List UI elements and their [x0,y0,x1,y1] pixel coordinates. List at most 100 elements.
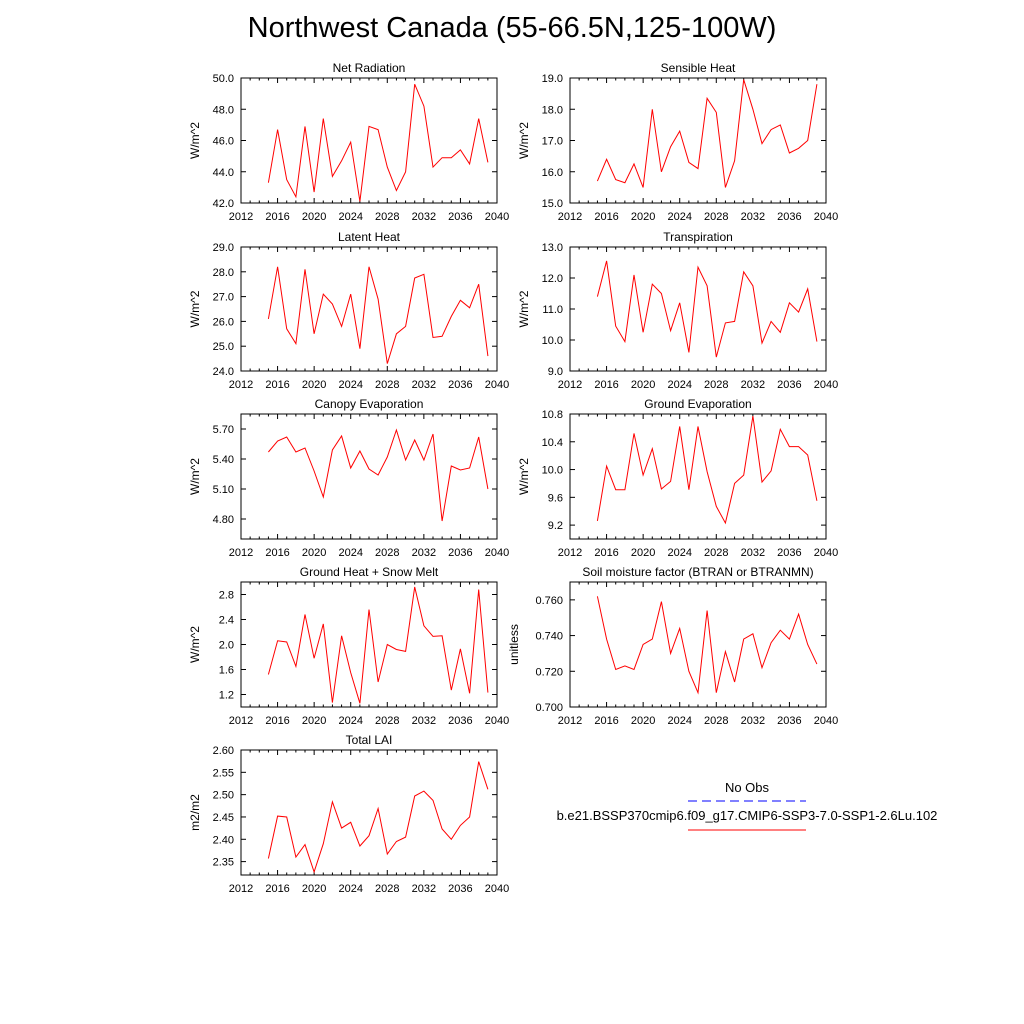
y-axis-label: W/m^2 [188,626,202,663]
x-tick-label: 2028 [375,547,399,559]
y-tick-label: 28.0 [213,267,234,279]
series-line [596,416,818,525]
x-tick-label: 2024 [667,547,691,559]
y-tick-label: 1.6 [219,665,234,677]
x-tick-label: 2040 [485,379,509,391]
y-axis-label: W/m^2 [517,122,531,159]
x-tick-label: 2012 [229,883,253,895]
y-tick-label: 27.0 [213,292,234,304]
y-tick-label: 0.760 [535,595,563,607]
x-tick-label: 2028 [704,547,728,559]
y-tick-label: 26.0 [213,316,234,328]
y-tick-label: 19.0 [542,73,563,85]
y-tick-label: 16.0 [542,167,563,179]
x-tick-label: 2012 [229,379,253,391]
x-tick-label: 2020 [302,715,326,727]
y-tick-label: 2.4 [219,615,234,627]
y-tick-label: 1.2 [219,690,234,702]
y-tick-label: 2.8 [219,590,234,602]
x-tick-label: 2024 [338,883,362,895]
series-line [596,260,818,358]
x-tick-label: 2036 [777,211,801,223]
x-tick-label: 2032 [741,547,765,559]
x-tick-label: 2040 [814,715,838,727]
x-tick-label: 2032 [741,379,765,391]
x-tick-label: 2020 [302,211,326,223]
y-tick-label: 9.2 [548,520,563,532]
plot-frame [569,413,827,540]
x-tick-label: 2016 [265,379,289,391]
y-tick-label: 2.0 [219,640,234,652]
plot-frame [240,413,498,540]
x-tick-label: 2028 [375,883,399,895]
x-tick-label: 2012 [558,547,582,559]
y-tick-label: 2.50 [213,790,234,802]
y-tick-label: 10.0 [542,335,563,347]
x-tick-label: 2036 [448,883,472,895]
x-tick-label: 2036 [448,211,472,223]
x-tick-label: 2028 [704,715,728,727]
x-tick-label: 2024 [667,715,691,727]
x-tick-label: 2040 [814,211,838,223]
page-title: Northwest Canada (55-66.5N,125-100W) [247,12,777,44]
x-tick-label: 2016 [594,379,618,391]
y-tick-label: 18.0 [542,104,563,116]
x-tick-label: 2032 [412,883,436,895]
x-tick-label: 2020 [631,547,655,559]
x-tick-label: 2016 [594,547,618,559]
x-tick-label: 2012 [558,715,582,727]
x-tick-label: 2020 [631,211,655,223]
x-tick-label: 2016 [265,211,289,223]
x-tick-label: 2012 [558,379,582,391]
y-tick-label: 44.0 [213,167,234,179]
y-axis-label: W/m^2 [517,290,531,327]
x-tick-label: 2040 [485,883,509,895]
panel-title: Transpiration [663,230,733,244]
x-tick-label: 2040 [814,547,838,559]
y-tick-label: 0.700 [535,702,563,714]
x-tick-label: 2032 [412,211,436,223]
y-tick-label: 2.60 [213,745,234,757]
x-tick-label: 2016 [594,715,618,727]
x-tick-label: 2016 [265,715,289,727]
y-axis-label: W/m^2 [188,458,202,495]
y-tick-label: 42.0 [213,198,234,210]
series-line [267,84,489,202]
x-tick-label: 2028 [375,379,399,391]
y-tick-label: 5.70 [213,424,234,436]
x-tick-label: 2040 [814,379,838,391]
series-line [596,596,818,695]
y-tick-label: 17.0 [542,136,563,148]
y-tick-label: 0.720 [535,666,563,678]
y-tick-label: 2.45 [213,812,234,824]
y-tick-label: 48.0 [213,104,234,116]
x-tick-label: 2024 [667,211,691,223]
y-tick-label: 29.0 [213,242,234,254]
y-tick-label: 9.6 [548,492,563,504]
x-tick-label: 2040 [485,547,509,559]
y-tick-label: 10.4 [542,437,563,449]
y-tick-label: 0.740 [535,631,563,643]
legend-case-label: b.e21.BSSP370cmip6.f09_g17.CMIP6-SSP3-7.… [557,808,938,823]
x-tick-label: 2020 [631,379,655,391]
y-tick-label: 4.80 [213,514,234,526]
plot-frame [240,581,498,708]
x-tick-label: 2036 [448,547,472,559]
x-tick-label: 2028 [375,715,399,727]
x-tick-label: 2012 [229,547,253,559]
x-tick-label: 2020 [302,883,326,895]
legend-obs-label: No Obs [725,780,770,795]
x-tick-label: 2036 [448,715,472,727]
y-axis-label: W/m^2 [188,122,202,159]
x-tick-label: 2024 [338,379,362,391]
y-tick-label: 5.10 [213,484,234,496]
y-tick-label: 2.40 [213,834,234,846]
x-tick-label: 2032 [412,379,436,391]
y-axis-label: W/m^2 [517,458,531,495]
x-tick-label: 2036 [777,547,801,559]
x-tick-label: 2020 [302,379,326,391]
x-tick-label: 2024 [338,211,362,223]
y-tick-label: 25.0 [213,341,234,353]
x-tick-label: 2036 [777,379,801,391]
y-tick-label: 10.0 [542,465,563,477]
